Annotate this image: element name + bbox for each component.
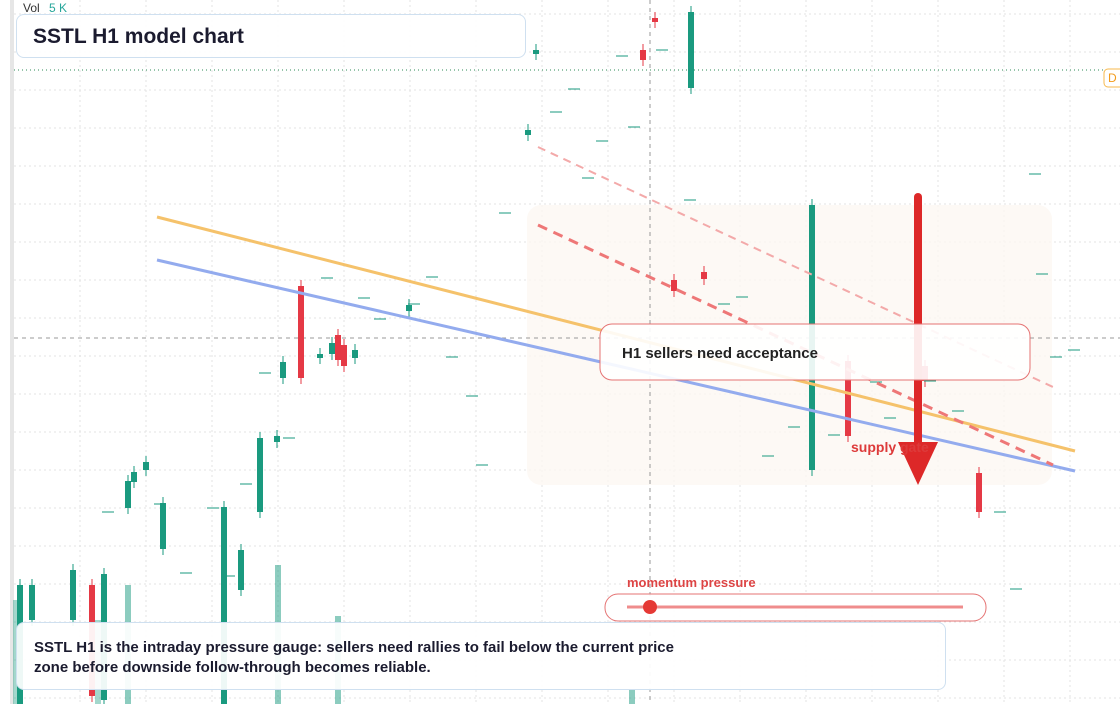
candle-body xyxy=(688,12,694,88)
candle-body xyxy=(525,130,531,135)
caption: SSTL H1 is the intraday pressure gauge: … xyxy=(34,639,674,676)
down-arrow-head xyxy=(898,442,938,485)
volume-bar xyxy=(629,690,635,704)
title-box: SSTL H1 model chart xyxy=(16,14,526,58)
candle-body xyxy=(298,286,304,378)
candle-body xyxy=(652,18,658,22)
candle-body xyxy=(352,350,358,358)
channel-dashed-light xyxy=(537,146,1054,388)
candle-body xyxy=(329,343,335,354)
channel-dashed xyxy=(537,223,1054,467)
candle-body xyxy=(533,50,539,54)
candle-body xyxy=(671,280,677,291)
candle-body xyxy=(976,473,982,512)
gauge-knob xyxy=(643,600,657,614)
caption-box: SSTL H1 is the intraday pressure gauge: … xyxy=(16,622,946,690)
candle-body xyxy=(70,570,76,620)
title: SSTL H1 model chart xyxy=(33,25,244,48)
candle-body xyxy=(160,503,166,549)
candle-body xyxy=(131,472,137,482)
candle-body xyxy=(238,550,244,590)
left-edge xyxy=(10,0,14,704)
candle-body xyxy=(274,436,280,442)
candle-body xyxy=(29,585,35,620)
candle-body xyxy=(845,361,851,436)
zone-label: supply gate xyxy=(851,439,929,455)
gauge-label: momentum pressure xyxy=(627,575,756,590)
candle-body xyxy=(640,50,646,60)
candle-body xyxy=(257,438,263,512)
candle-body xyxy=(221,507,227,704)
vol-value: 5 K xyxy=(49,1,67,15)
candle-body xyxy=(406,305,412,311)
candle-body xyxy=(143,462,149,470)
candle-body xyxy=(280,362,286,378)
candle-body xyxy=(341,345,347,366)
callout-box xyxy=(599,323,1031,381)
price-tag: D xyxy=(1108,71,1117,85)
candle-body xyxy=(701,272,707,279)
price-tag-box xyxy=(1103,68,1120,88)
callout-text: H1 sellers need acceptance xyxy=(622,345,818,362)
candle-body xyxy=(317,354,323,358)
candle-body xyxy=(125,481,131,508)
candle-body xyxy=(335,335,341,360)
vol-label: Vol xyxy=(23,1,40,15)
